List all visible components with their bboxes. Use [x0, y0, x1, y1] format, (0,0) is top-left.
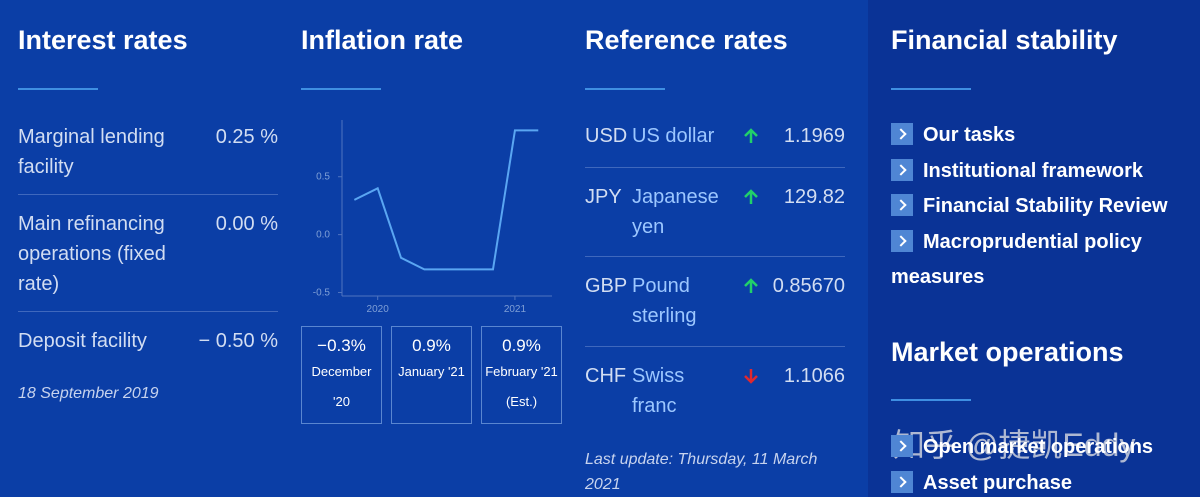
currency-name: US dollar: [632, 125, 715, 147]
link-text[interactable]: Macroprudential policy measures: [891, 230, 1142, 288]
link-text[interactable]: Our tasks: [923, 124, 1016, 146]
nav-link[interactable]: Asset purchase: [891, 466, 1191, 497]
accent: [301, 88, 381, 90]
accent: [891, 399, 971, 401]
box-value: 0.9%: [412, 336, 451, 355]
box-value: 0.9%: [502, 336, 541, 355]
accent: [585, 88, 665, 90]
arrow-icon: [744, 278, 758, 293]
y-tick-label: 0.0: [316, 230, 330, 241]
accent: [891, 88, 971, 90]
rate-value: 0.00 %: [215, 213, 278, 235]
rate-value: − 0.50 %: [198, 330, 278, 352]
link-icon: [891, 194, 913, 216]
y-tick-label: 0.5: [316, 172, 330, 183]
link-icon: [891, 123, 913, 145]
nav-link[interactable]: Our tasks: [891, 118, 1191, 153]
nav-link[interactable]: Institutional framework: [891, 154, 1191, 189]
watermark: 知乎 @捷凯Eddy: [893, 427, 1136, 463]
nav-link[interactable]: Macroprudential policy measures: [891, 225, 1191, 295]
nav-link[interactable]: Financial Stability Review: [891, 189, 1191, 224]
separator: [585, 256, 845, 257]
section-title: Inflation rate: [301, 25, 464, 55]
rate-label: Marginal lending facility: [18, 126, 165, 178]
link-icon: [891, 435, 913, 457]
section-title: Reference rates: [585, 25, 788, 55]
currency-value: 129.82: [783, 186, 845, 208]
currency-code: CHF: [585, 365, 627, 387]
box-label: December '20: [311, 364, 372, 409]
separator: [18, 194, 278, 195]
rate-value: 0.25 %: [215, 126, 278, 148]
rate-label: Deposit facility: [18, 330, 147, 352]
inflation-box: −0.3% December '20: [301, 326, 382, 424]
x-tick-label: 2021: [504, 304, 527, 315]
currency-code: GBP: [585, 275, 628, 297]
currency-name: Swiss franc: [632, 365, 685, 417]
link-text[interactable]: Financial Stability Review: [923, 195, 1168, 217]
separator: [585, 167, 845, 168]
inflation-line: [353, 129, 539, 271]
section-title: Financial stability: [891, 25, 1118, 55]
sidebar: [868, 0, 1200, 497]
arrow-icon: [744, 369, 758, 384]
link-text[interactable]: Asset purchase: [923, 471, 1072, 494]
section-title: Market operations: [891, 337, 1124, 367]
box-value: −0.3%: [317, 336, 366, 355]
link-icon: [891, 229, 913, 252]
currency-name: Pound sterling: [632, 275, 697, 327]
link-icon: [891, 158, 913, 181]
link-text[interactable]: Open market operations: [923, 436, 1154, 458]
inflation-box: 0.9% February '21 (Est.): [481, 326, 562, 424]
note: Last update: Thursday, 11 March 2021: [585, 451, 818, 493]
box-label: January '21: [398, 364, 465, 379]
currency-value: 1.1066: [783, 365, 845, 387]
separator: [585, 346, 845, 347]
trend-arrow: [743, 368, 759, 384]
x-tick-label: 2020: [367, 304, 390, 315]
y-tick-label: -0.5: [313, 288, 331, 299]
rate-label: Main refinancing operations (fixed rate): [18, 213, 166, 295]
trend-arrow: [743, 128, 759, 144]
trend-arrow: [743, 189, 759, 205]
currency-value: 0.85670: [772, 275, 845, 297]
section-title: Interest rates: [18, 25, 188, 55]
link-text[interactable]: Institutional framework: [923, 159, 1144, 182]
currency-code: JPY: [585, 186, 622, 208]
inflation-box: 0.9% January '21: [391, 326, 472, 424]
separator: [18, 311, 278, 312]
box-label: February '21 (Est.): [485, 364, 558, 409]
arrow-icon: [744, 128, 758, 143]
accent: [18, 88, 98, 90]
link-icon: [891, 470, 913, 493]
note: 18 September 2019: [18, 385, 159, 402]
currency-name: Japanese yen: [632, 186, 719, 238]
arrow-icon: [744, 189, 758, 204]
currency-code: USD: [585, 125, 628, 147]
trend-arrow: [743, 278, 759, 294]
nav-link[interactable]: Open market operations: [891, 430, 1191, 465]
currency-value: 1.1969: [783, 125, 845, 147]
